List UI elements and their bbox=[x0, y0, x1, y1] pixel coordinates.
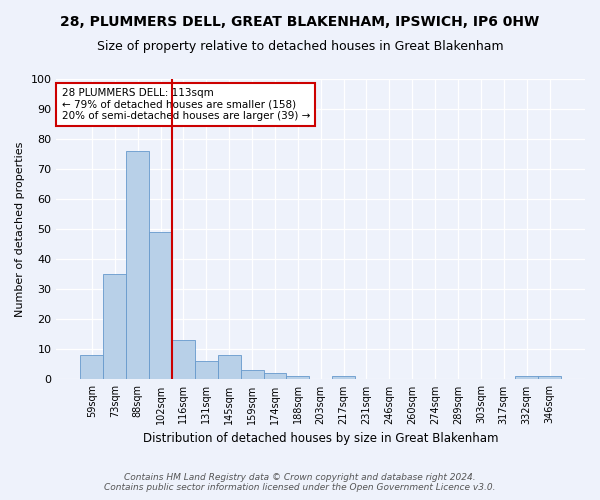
Bar bbox=[286, 376, 309, 380]
Bar bbox=[538, 376, 561, 380]
X-axis label: Distribution of detached houses by size in Great Blakenham: Distribution of detached houses by size … bbox=[143, 432, 499, 445]
Bar bbox=[241, 370, 263, 380]
Bar bbox=[195, 362, 218, 380]
Text: 28, PLUMMERS DELL, GREAT BLAKENHAM, IPSWICH, IP6 0HW: 28, PLUMMERS DELL, GREAT BLAKENHAM, IPSW… bbox=[61, 15, 539, 29]
Bar bbox=[80, 356, 103, 380]
Bar bbox=[103, 274, 126, 380]
Bar bbox=[172, 340, 195, 380]
Bar bbox=[149, 232, 172, 380]
Bar bbox=[515, 376, 538, 380]
Text: Contains HM Land Registry data © Crown copyright and database right 2024.
Contai: Contains HM Land Registry data © Crown c… bbox=[104, 473, 496, 492]
Bar bbox=[332, 376, 355, 380]
Text: 28 PLUMMERS DELL: 113sqm
← 79% of detached houses are smaller (158)
20% of semi-: 28 PLUMMERS DELL: 113sqm ← 79% of detach… bbox=[62, 88, 310, 121]
Bar bbox=[218, 356, 241, 380]
Bar bbox=[263, 374, 286, 380]
Bar bbox=[126, 151, 149, 380]
Text: Size of property relative to detached houses in Great Blakenham: Size of property relative to detached ho… bbox=[97, 40, 503, 53]
Y-axis label: Number of detached properties: Number of detached properties bbox=[15, 142, 25, 317]
